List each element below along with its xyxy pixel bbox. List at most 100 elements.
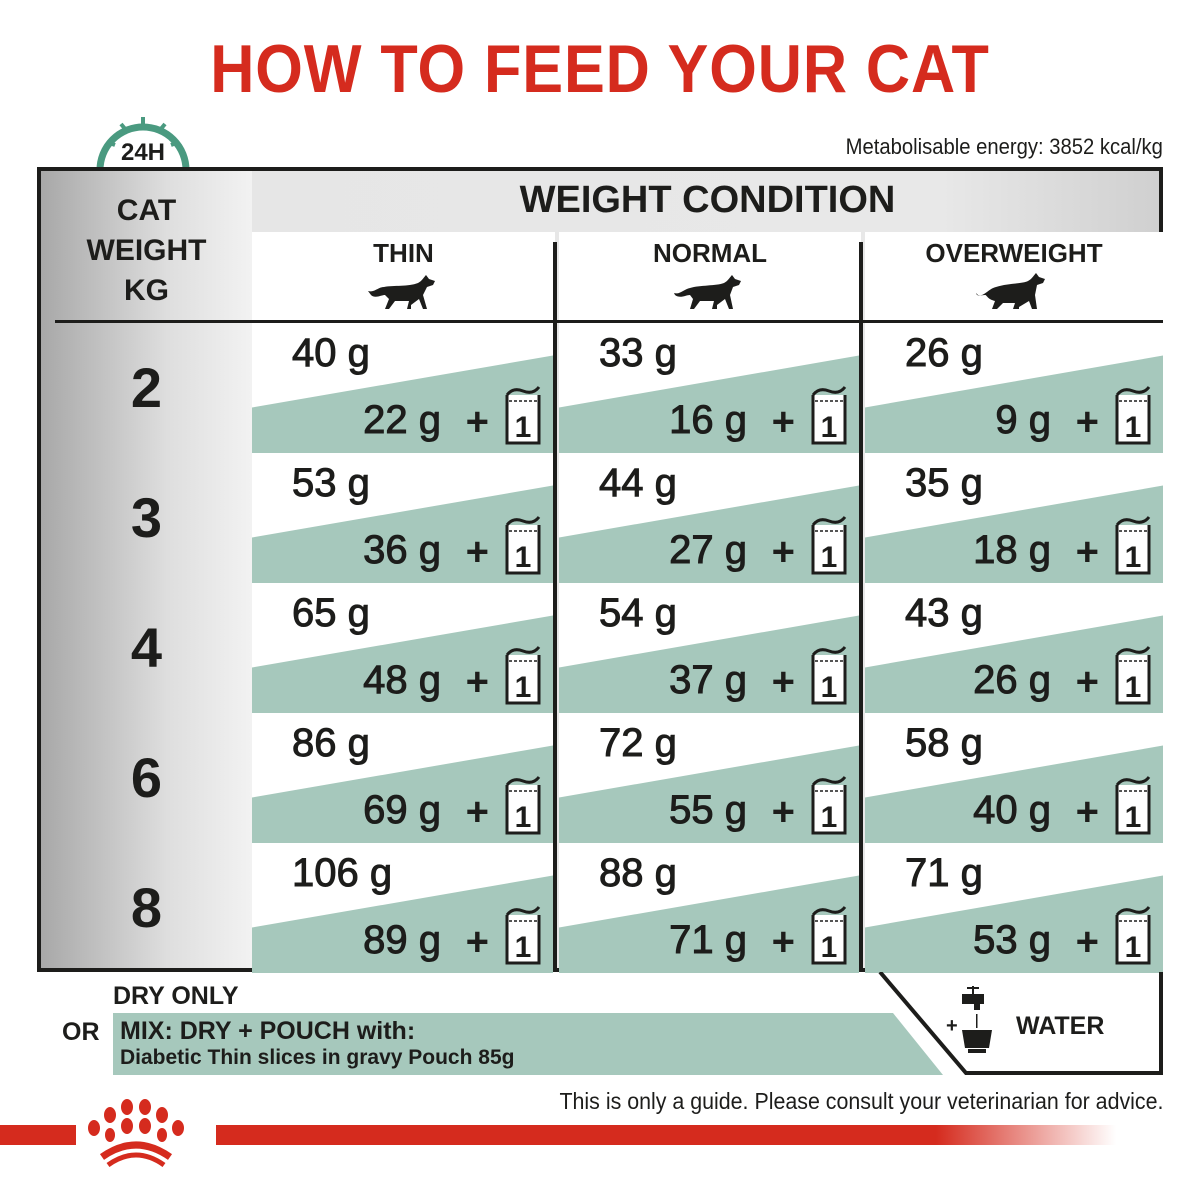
normal-cat-icon	[674, 275, 741, 309]
pouch-count: 1	[1125, 931, 1142, 964]
cat-weight-header-line: KG	[124, 274, 169, 307]
clock-label: 24H	[121, 139, 165, 166]
pouch-icon: 1	[811, 906, 847, 965]
legend-or: OR	[62, 1018, 100, 1046]
dry-only-amount: 58 g	[905, 721, 984, 766]
dry-only-amount: 53 g	[292, 461, 371, 506]
table-cell: 35 g 18 g +1	[865, 453, 1163, 583]
column-label: OVERWEIGHT	[925, 238, 1103, 268]
pouch-count: 1	[1125, 541, 1142, 574]
dry-only-amount: 35 g	[905, 461, 984, 506]
water-box: +	[878, 972, 1163, 1075]
table-cell: 44 g 27 g +1	[559, 453, 859, 583]
pouch-icon: 1	[811, 646, 847, 705]
mix-dry-amount: 40 g	[973, 788, 1052, 833]
plus-sign: +	[1075, 790, 1099, 834]
cat-weight-header: CAT WEIGHT KG	[41, 191, 252, 311]
table-cell: 88 g 71 g +1	[559, 843, 859, 973]
pouch-icon: 1	[1115, 516, 1151, 575]
pouch-icon: 1	[811, 516, 847, 575]
pouch-icon: 1	[505, 646, 541, 705]
water-tap-icon	[962, 986, 992, 1053]
pouch-count: 1	[515, 801, 532, 834]
dry-only-amount: 86 g	[292, 721, 371, 766]
mix-dry-amount: 9 g	[995, 398, 1052, 443]
plus-sign: +	[771, 920, 795, 964]
dry-only-amount: 65 g	[292, 591, 371, 636]
pouch-icon: 1	[1115, 776, 1151, 835]
pouch-count: 1	[515, 931, 532, 964]
pouch-icon: 1	[505, 776, 541, 835]
weight-kg: 4	[130, 616, 163, 679]
plus-sign: +	[465, 660, 489, 704]
dry-only-amount: 43 g	[905, 591, 984, 636]
column-label: THIN	[373, 238, 434, 268]
dry-only-amount: 54 g	[599, 591, 678, 636]
table-cell: 53 g 36 g +1	[252, 453, 553, 583]
table-cell: 71 g 53 g +1	[865, 843, 1163, 973]
24h-clock-icon: 24H	[96, 117, 190, 170]
pouch-icon: 1	[505, 906, 541, 965]
weight-kg: 6	[130, 746, 163, 809]
royal-canin-crown-logo	[88, 1099, 184, 1167]
weight-condition-header: WEIGHT CONDITION	[519, 179, 896, 221]
plus-sign: +	[771, 400, 795, 444]
mix-dry-amount: 36 g	[363, 528, 442, 573]
header-divider	[55, 320, 1163, 323]
mix-dry-amount: 69 g	[363, 788, 442, 833]
table-cell: 72 g 55 g +1	[559, 713, 859, 843]
mix-dry-amount: 22 g	[363, 398, 442, 443]
mix-dry-amount: 71 g	[669, 918, 748, 963]
plus-sign: +	[1075, 400, 1099, 444]
cat-weight-header-line: WEIGHT	[86, 234, 207, 267]
metabolisable-energy: Metabolisable energy: 3852 kcal/kg	[845, 134, 1163, 159]
dry-only-amount: 44 g	[599, 461, 678, 506]
weight-kg: 8	[130, 876, 163, 939]
plus-sign: +	[771, 790, 795, 834]
plus-sign: +	[1075, 920, 1099, 964]
feeding-table: CAT WEIGHT KG WEIGHT CONDITION THIN NORM…	[37, 167, 1163, 973]
dry-only-amount: 71 g	[905, 851, 984, 896]
plus-sign: +	[465, 400, 489, 444]
mix-dry-amount: 53 g	[973, 918, 1052, 963]
pouch-icon: 1	[1115, 386, 1151, 445]
table-cell: 106 g 89 g +1	[252, 843, 553, 973]
column-header-normal: NORMAL	[559, 232, 861, 320]
pouch-icon: 1	[1115, 906, 1151, 965]
pouch-count: 1	[515, 411, 532, 444]
legend-mix-band	[113, 1013, 943, 1075]
mix-dry-amount: 48 g	[363, 658, 442, 703]
legend-water: WATER	[1016, 1012, 1105, 1040]
thin-cat-icon	[367, 275, 435, 309]
mix-dry-amount: 18 g	[973, 528, 1052, 573]
pouch-icon: 1	[1115, 646, 1151, 705]
pouch-count: 1	[515, 541, 532, 574]
plus-sign: +	[465, 790, 489, 834]
table-cell: 86 g 69 g +1	[252, 713, 553, 843]
column-divider	[859, 242, 863, 969]
column-divider	[553, 242, 557, 969]
column-label: NORMAL	[652, 238, 768, 268]
dry-only-amount: 26 g	[905, 331, 984, 376]
mix-dry-amount: 26 g	[973, 658, 1052, 703]
plus-sign: +	[465, 920, 489, 964]
plus-sign: +	[465, 530, 489, 574]
pouch-count: 1	[1125, 411, 1142, 444]
overweight-cat-icon	[976, 273, 1045, 309]
column-header-thin: THIN	[252, 232, 555, 320]
legend-mix-product: Diabetic Thin slices in gravy Pouch 85g	[120, 1046, 515, 1069]
weight-column	[41, 171, 252, 968]
mix-dry-amount: 37 g	[669, 658, 748, 703]
pouch-icon: 1	[811, 776, 847, 835]
table-cell: 43 g 26 g +1	[865, 583, 1163, 713]
disclaimer: This is only a guide. Please consult you…	[559, 1088, 1163, 1114]
pouch-count: 1	[821, 801, 838, 834]
mix-dry-amount: 16 g	[669, 398, 748, 443]
table-cell: 54 g 37 g +1	[559, 583, 859, 713]
pouch-icon: 1	[505, 386, 541, 445]
mix-dry-amount: 89 g	[363, 918, 442, 963]
pouch-count: 1	[821, 931, 838, 964]
plus-sign: +	[771, 660, 795, 704]
pouch-count: 1	[821, 541, 838, 574]
